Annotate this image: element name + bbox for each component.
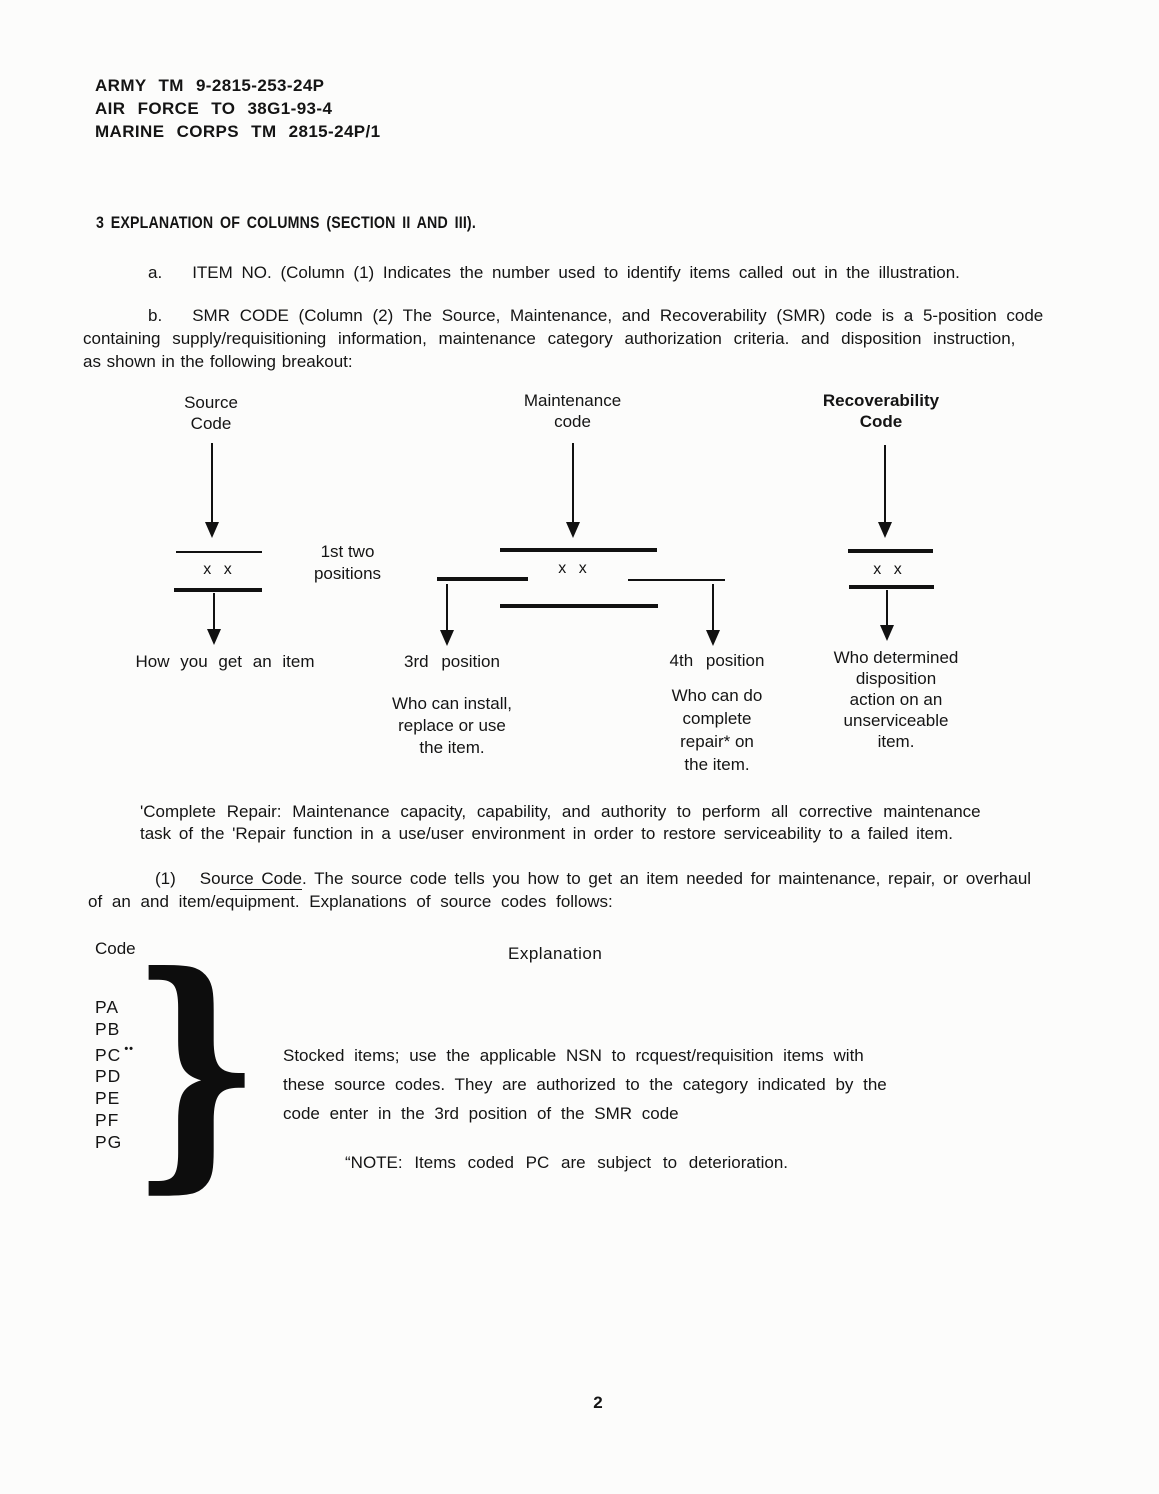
source-code-paragraph-line2: of an and item/equipment. Explanations o… (88, 892, 613, 911)
down-arrow-recoverability (878, 445, 892, 538)
complete-repair-line1: 'Complete Repair: Maintenance capacity, … (140, 802, 981, 821)
pc-note: “NOTE: Items coded PC are subject to det… (345, 1153, 789, 1172)
rule-maintenance-left (437, 577, 528, 581)
codes-explanation-text: Stocked items; use the applicable NSN to… (283, 1041, 887, 1128)
how-you-get-label: How you get an item (135, 652, 315, 671)
rule-source-top (176, 551, 262, 553)
document-id-block: ARMY TM 9-2815-253-24P AIR FORCE TO 38G1… (95, 74, 381, 143)
recoverability-desc-line5: item. (877, 732, 915, 751)
recoverability-code-label-line2: Code (859, 412, 903, 431)
rule-recoverability-bottom (849, 585, 934, 589)
source-code-paragraph-number: (1) (155, 869, 176, 888)
first-two-line1: 1st two (320, 542, 375, 561)
code-item-pe: PE (95, 1088, 121, 1109)
paragraph-a: a. ITEM NO. (Column (1) Indicates the num… (148, 262, 960, 284)
fourth-desc-line2: complete (682, 709, 752, 728)
codes-explanation-line3: code enter in the 3rd position of the SM… (283, 1104, 679, 1123)
fourth-desc-line1: Who can do (671, 686, 763, 705)
code-item-pd: PD (95, 1066, 122, 1087)
code-column-header: Code (95, 939, 136, 958)
paragraph-b-label: b. (148, 306, 163, 325)
fourth-position-label: 4th position (669, 651, 765, 670)
codes-explanation-line2: these source codes. They are authorized … (283, 1075, 887, 1094)
code-item-pf: PF (95, 1109, 120, 1130)
down-arrow-source (205, 443, 219, 538)
grouping-brace: } (130, 920, 262, 1214)
code-item-pc-text: PC (95, 1044, 122, 1065)
rule-maintenance-top (500, 548, 657, 552)
explanation-column-header: Explanation (508, 944, 603, 963)
rule-source-bottom (174, 588, 262, 592)
fourth-position-desc: Who can do complete repair* on the item. (642, 684, 792, 776)
code-item-pb: PB (95, 1018, 121, 1039)
maintenance-code-label-line1: Maintenance (523, 391, 622, 410)
codes-explanation-line1: Stocked items; use the applicable NSN to… (283, 1046, 864, 1065)
fourth-desc-line3: repair* on (680, 732, 754, 751)
paragraph-b-line1: b. SMR CODE (Column (2) The Source, Maint… (148, 305, 1043, 327)
rule-maintenance-bottom (500, 604, 658, 608)
source-code-label: Source Code (151, 392, 271, 434)
source-code-label-line2: Code (190, 414, 232, 433)
down-arrow-maintenance (566, 443, 580, 538)
source-code-list: PA PB PC •• PD PE PF PG (95, 997, 135, 1153)
recoverability-code-label-line1: Recoverability (822, 391, 940, 410)
maintenance-code-label-line2: code (554, 412, 591, 431)
down-arrow-4th-position (706, 584, 720, 646)
rule-maintenance-right (628, 579, 725, 581)
source-code-label-line1: Source (184, 393, 238, 412)
maintenance-xx: x x (558, 560, 588, 577)
recoverability-desc-line3: action on an (849, 690, 943, 709)
rule-recoverability-top (848, 549, 933, 553)
recoverability-desc-line2: disposition (855, 669, 937, 688)
first-two-line2: positions (313, 564, 382, 583)
recoverability-desc-line4: unserviceable (843, 711, 949, 730)
paragraph-a-text: ITEM NO. (Column (1) Indicates the numbe… (192, 263, 960, 282)
code-item-pc: PC •• (95, 1041, 135, 1067)
recoverability-code-label: Recoverability Code (806, 390, 956, 432)
source-code-paragraph-rest: . The source code tells you how to get a… (302, 869, 1032, 888)
third-position-desc: Who can install, replace or use the item… (377, 693, 527, 759)
third-desc-line2: replace or use (398, 716, 506, 735)
source-xx: x x (203, 561, 233, 578)
down-arrow-how-you-get (207, 593, 221, 645)
source-code-lead-prefix: Sou (199, 869, 231, 888)
down-arrow-3rd-position (440, 584, 454, 646)
complete-repair-line2: task of the 'Repair function in a use/us… (140, 824, 954, 843)
recoverability-desc-line1: Who determined (833, 648, 959, 667)
air-force-to-line: AIR FORCE TO 38G1-93-4 (95, 99, 333, 118)
pc-footnote-marker: •• (124, 1042, 135, 1055)
page-number: 2 (593, 1393, 603, 1412)
source-code-lead-underlined: rce Code (230, 869, 303, 890)
maintenance-code-label: Maintenance code (495, 390, 650, 432)
paragraph-b-line3: as shown in the following breakout: (83, 352, 353, 371)
third-desc-line3: the item. (419, 738, 485, 757)
paragraph-a-label: a. (148, 263, 163, 282)
recoverability-desc: Who determined disposition action on an … (806, 647, 986, 752)
section-heading: 3 EXPLANATION OF COLUMNS (SECTION II AND… (96, 214, 476, 232)
marine-corps-tm-line: MARINE CORPS TM 2815-24P/1 (95, 122, 381, 141)
code-item-pa: PA (95, 997, 120, 1017)
source-code-paragraph-line1: (1) Source Code. The source code tells yo… (155, 868, 1031, 890)
third-position-label: 3rd position (404, 652, 500, 671)
paragraph-b-text1: SMR CODE (Column (2) The Source, Mainten… (192, 306, 1044, 325)
down-arrow-who-determined (880, 590, 894, 641)
code-item-pg: PG (95, 1131, 123, 1152)
first-two-positions-label: 1st two positions (300, 541, 395, 585)
army-tm-line: ARMY TM 9-2815-253-24P (95, 76, 325, 95)
third-desc-line1: Who can install, (392, 694, 512, 713)
paragraph-b-line2: containing supply/requisitioning informa… (83, 329, 1016, 348)
recoverability-xx: x x (873, 561, 903, 578)
fourth-desc-line4: the item. (684, 755, 750, 774)
